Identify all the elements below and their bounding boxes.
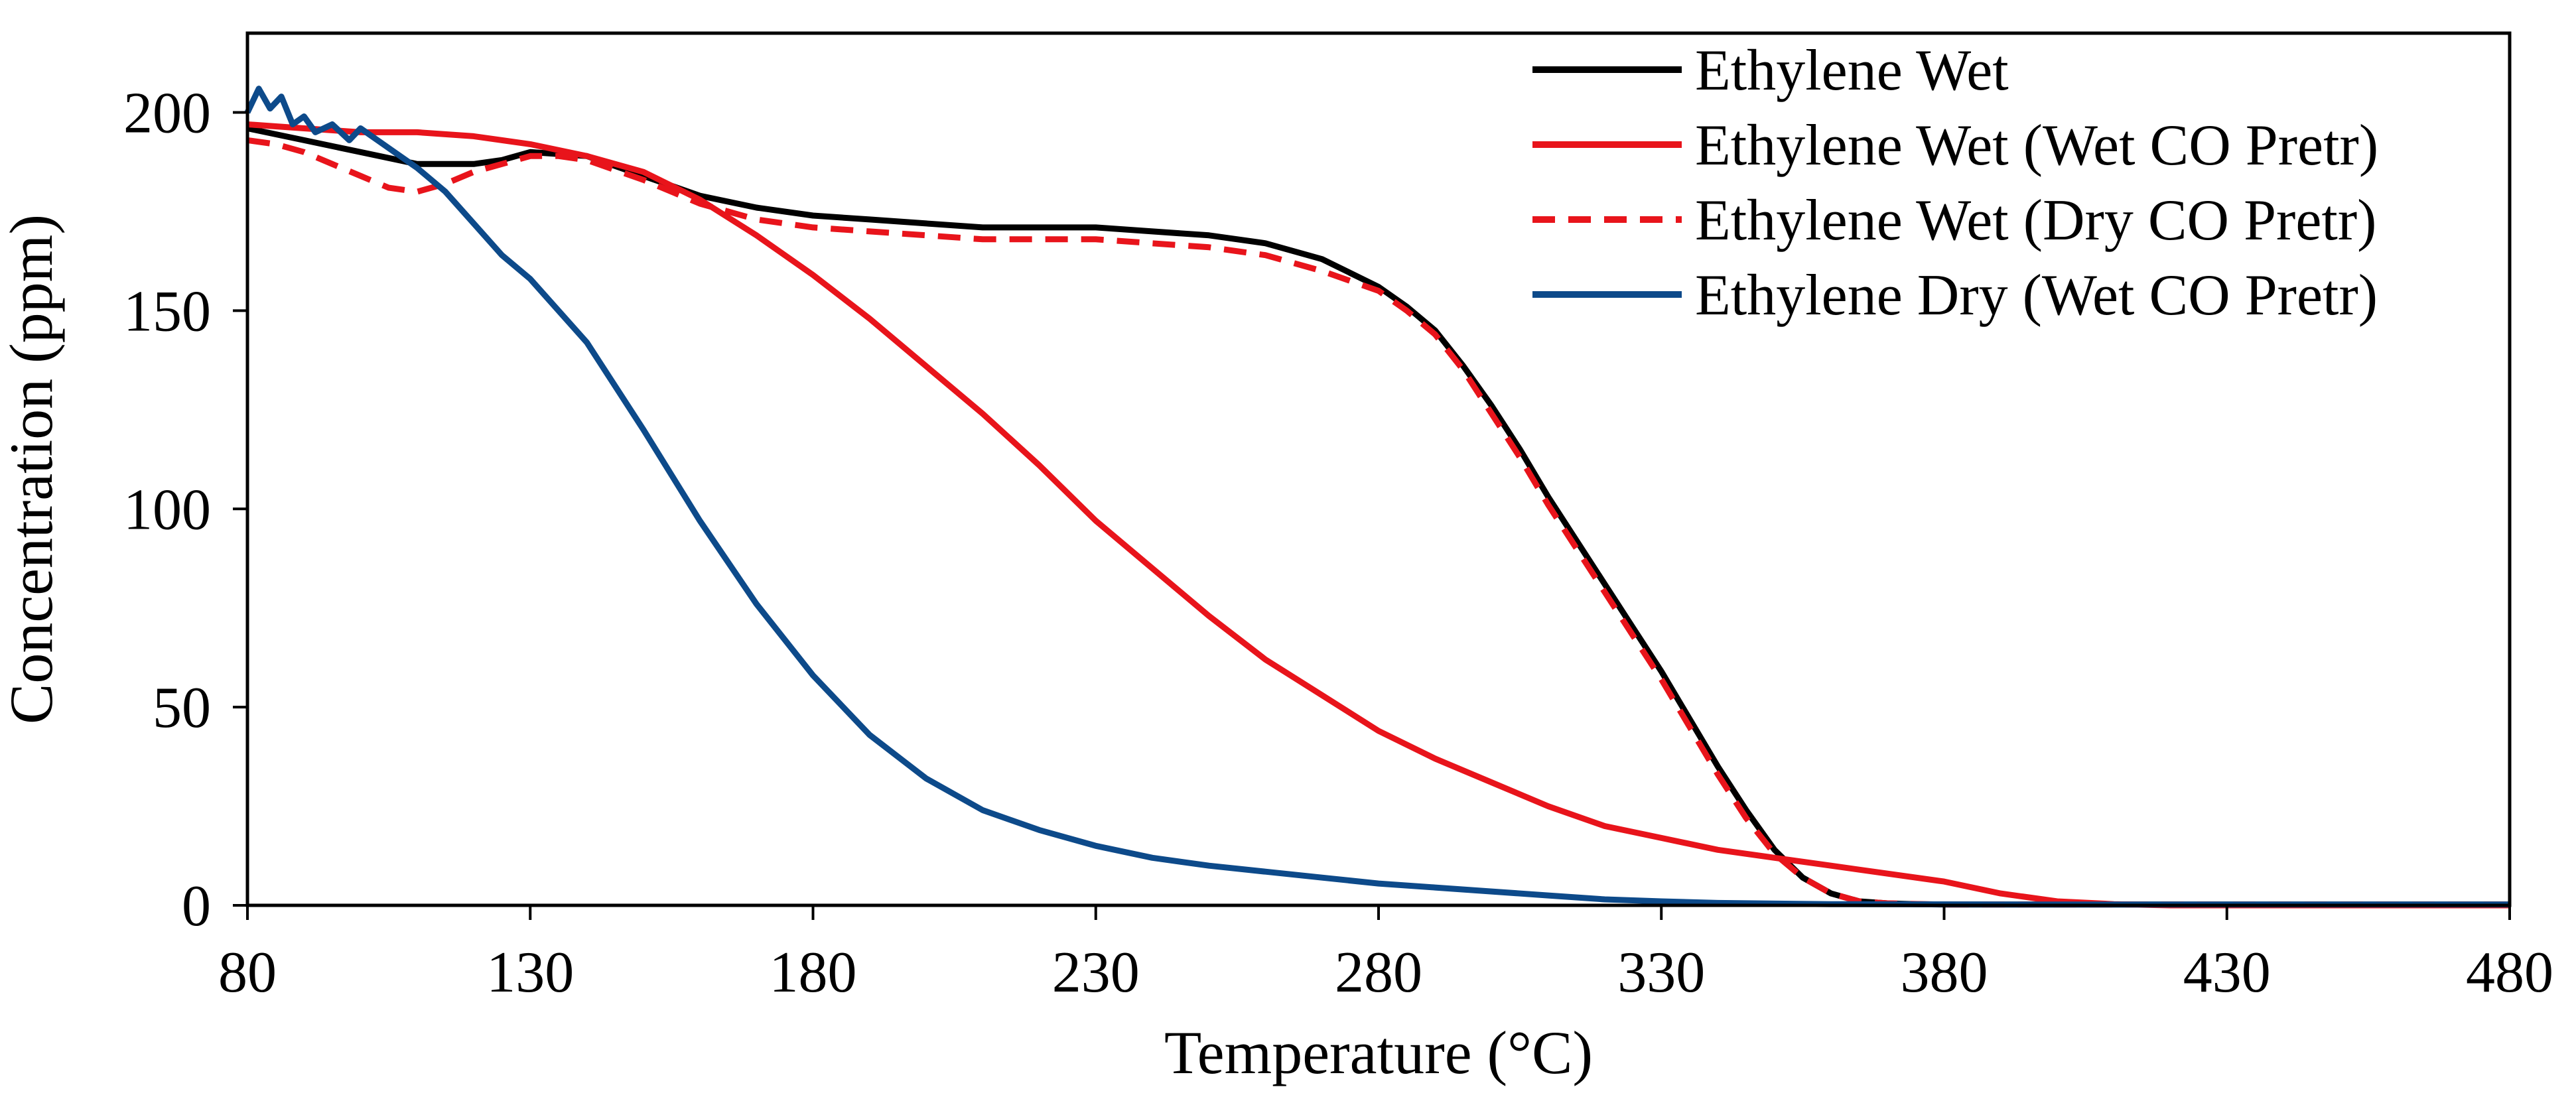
axis-ticks: 80 130 180 230 280 330 380 430 480 0 50 100 150 200 — [123, 82, 2553, 1005]
y-tick-label: 200 — [123, 82, 211, 146]
x-tick-label: 480 — [2466, 940, 2553, 1005]
legend-label-1: Ethylene Wet — [1695, 38, 2009, 103]
series-layer — [244, 86, 2510, 909]
series-line-3 — [247, 137, 2510, 908]
y-tick-label: 50 — [153, 676, 211, 740]
series-line-4 — [244, 86, 2510, 908]
series-line-2 — [247, 121, 2510, 909]
legend-label-3: Ethylene Wet (Dry CO Pretr) — [1695, 188, 2376, 253]
x-tick-label: 330 — [1617, 940, 1705, 1005]
legend: Ethylene Wet Ethylene Wet (Wet CO Pretr) E… — [1532, 38, 2378, 328]
x-tick-label: 180 — [770, 940, 857, 1005]
legend-label-2: Ethylene Wet (Wet CO Pretr) — [1695, 113, 2378, 178]
x-tick-label: 280 — [1335, 940, 1422, 1005]
x-tick-label: 230 — [1052, 940, 1140, 1005]
x-tick-label: 380 — [1901, 940, 1988, 1005]
y-axis-title: Concentration (ppm) — [0, 214, 65, 724]
y-tick-label: 150 — [123, 279, 211, 344]
y-tick-label: 0 — [182, 874, 211, 939]
y-tick-label: 100 — [123, 478, 211, 542]
legend-label-4: Ethylene Dry (Wet CO Pretr) — [1695, 263, 2378, 328]
x-tick-label: 80 — [218, 940, 277, 1005]
x-axis-title: Temperature (°C) — [1164, 1019, 1593, 1086]
x-tick-label: 430 — [2183, 940, 2271, 1005]
x-tick-label: 130 — [486, 940, 574, 1005]
